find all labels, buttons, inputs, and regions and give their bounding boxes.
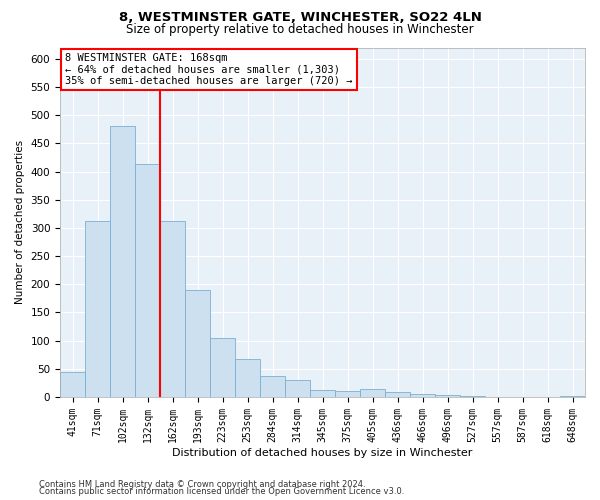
Bar: [135, 164, 160, 397]
Bar: [235, 358, 260, 397]
Bar: [360, 389, 385, 397]
Text: Size of property relative to detached houses in Winchester: Size of property relative to detached ho…: [126, 22, 474, 36]
Bar: [385, 392, 410, 397]
Bar: [60, 372, 85, 397]
Bar: [185, 290, 210, 397]
Bar: [110, 126, 135, 397]
Y-axis label: Number of detached properties: Number of detached properties: [15, 140, 25, 304]
Bar: [560, 396, 585, 397]
Bar: [285, 380, 310, 397]
Bar: [85, 221, 110, 397]
Bar: [335, 392, 360, 397]
Bar: [310, 390, 335, 397]
Bar: [435, 396, 460, 397]
Text: 8, WESTMINSTER GATE, WINCHESTER, SO22 4LN: 8, WESTMINSTER GATE, WINCHESTER, SO22 4L…: [119, 11, 481, 24]
Text: Contains HM Land Registry data © Crown copyright and database right 2024.: Contains HM Land Registry data © Crown c…: [39, 480, 365, 489]
X-axis label: Distribution of detached houses by size in Winchester: Distribution of detached houses by size …: [172, 448, 473, 458]
Text: 8 WESTMINSTER GATE: 168sqm
← 64% of detached houses are smaller (1,303)
35% of s: 8 WESTMINSTER GATE: 168sqm ← 64% of deta…: [65, 52, 353, 86]
Bar: [260, 376, 285, 397]
Bar: [460, 396, 485, 397]
Bar: [160, 220, 185, 397]
Bar: [210, 338, 235, 397]
Text: Contains public sector information licensed under the Open Government Licence v3: Contains public sector information licen…: [39, 488, 404, 496]
Bar: [410, 394, 435, 397]
